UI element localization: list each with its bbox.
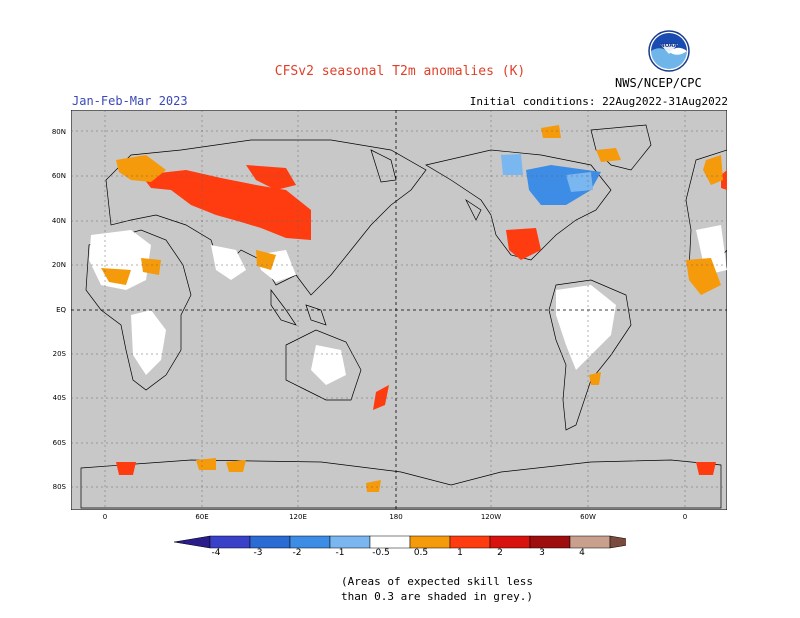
page-title: CFSv2 seasonal T2m anomalies (K) (274, 64, 526, 79)
coastlines (270, 149, 482, 326)
lon-label: 0 (102, 513, 108, 521)
initial-conditions-label: Initial conditions: 22Aug2022-31Aug2022 (469, 95, 728, 108)
skill-areas (89, 225, 727, 385)
lat-label: 80S (52, 483, 66, 491)
colorbar-label: 3 (539, 548, 545, 558)
lat-label: EQ (56, 306, 66, 314)
lat-label: 80N (51, 128, 66, 136)
lon-label: 60E (195, 513, 209, 521)
lat-label: 60S (52, 439, 66, 447)
colorbar-swatch (209, 535, 251, 549)
colorbar-swatch (249, 535, 291, 549)
lon-label: 120W (480, 513, 502, 521)
colorbar-min-arrow (173, 535, 211, 549)
skill-note-line1: (Areas of expected skill less (340, 575, 534, 588)
lat-label: 20N (51, 261, 66, 269)
colorbar-label: 4 (579, 548, 585, 558)
lon-label: 0 (682, 513, 688, 521)
colorbar-label: -3 (253, 548, 263, 558)
colorbar-label: 0.5 (413, 548, 429, 558)
lat-label: 40S (52, 394, 66, 402)
colorbar-swatch (369, 535, 411, 549)
colorbar-label: 2 (497, 548, 503, 558)
equator-dateline (71, 110, 727, 510)
skill-note-line2: than 0.3 are shaded in grey.) (340, 590, 534, 603)
colorbar-label: -4 (211, 548, 221, 558)
colorbar-swatch (529, 535, 571, 549)
skill-note: (Areas of expected skill less than 0.3 a… (0, 574, 800, 604)
colorbar-swatch (329, 535, 371, 549)
colorbar-swatch (449, 535, 491, 549)
lat-label: 20S (52, 350, 66, 358)
warm-red-areas (116, 165, 727, 475)
noaa-logo: NOAA (648, 30, 690, 72)
colorbar-label: -0.5 (372, 548, 390, 558)
colorbar-swatch (409, 535, 451, 549)
colorbar-swatch (289, 535, 331, 549)
colorbar-max-arrow (609, 535, 647, 549)
colorbar-label: -2 (292, 548, 302, 558)
colorbar-label: 1 (457, 548, 463, 558)
agency-label: NWS/NCEP/CPC (615, 76, 702, 90)
cool-areas (501, 154, 601, 205)
lat-label: 60N (51, 172, 66, 180)
colorbar-swatch (489, 535, 531, 549)
lon-label: 120E (289, 513, 307, 521)
lon-label: 60W (580, 513, 596, 521)
logo-text: NOAA (660, 43, 678, 49)
lat-label: 40N (51, 217, 66, 225)
colorbar-label: -1 (335, 548, 345, 558)
colorbar (173, 534, 647, 553)
colorbar-swatch (569, 535, 611, 549)
anomaly-map (70, 109, 728, 514)
season-label: Jan-Feb-Mar 2023 (72, 94, 188, 108)
lon-label: 180 (389, 513, 403, 521)
